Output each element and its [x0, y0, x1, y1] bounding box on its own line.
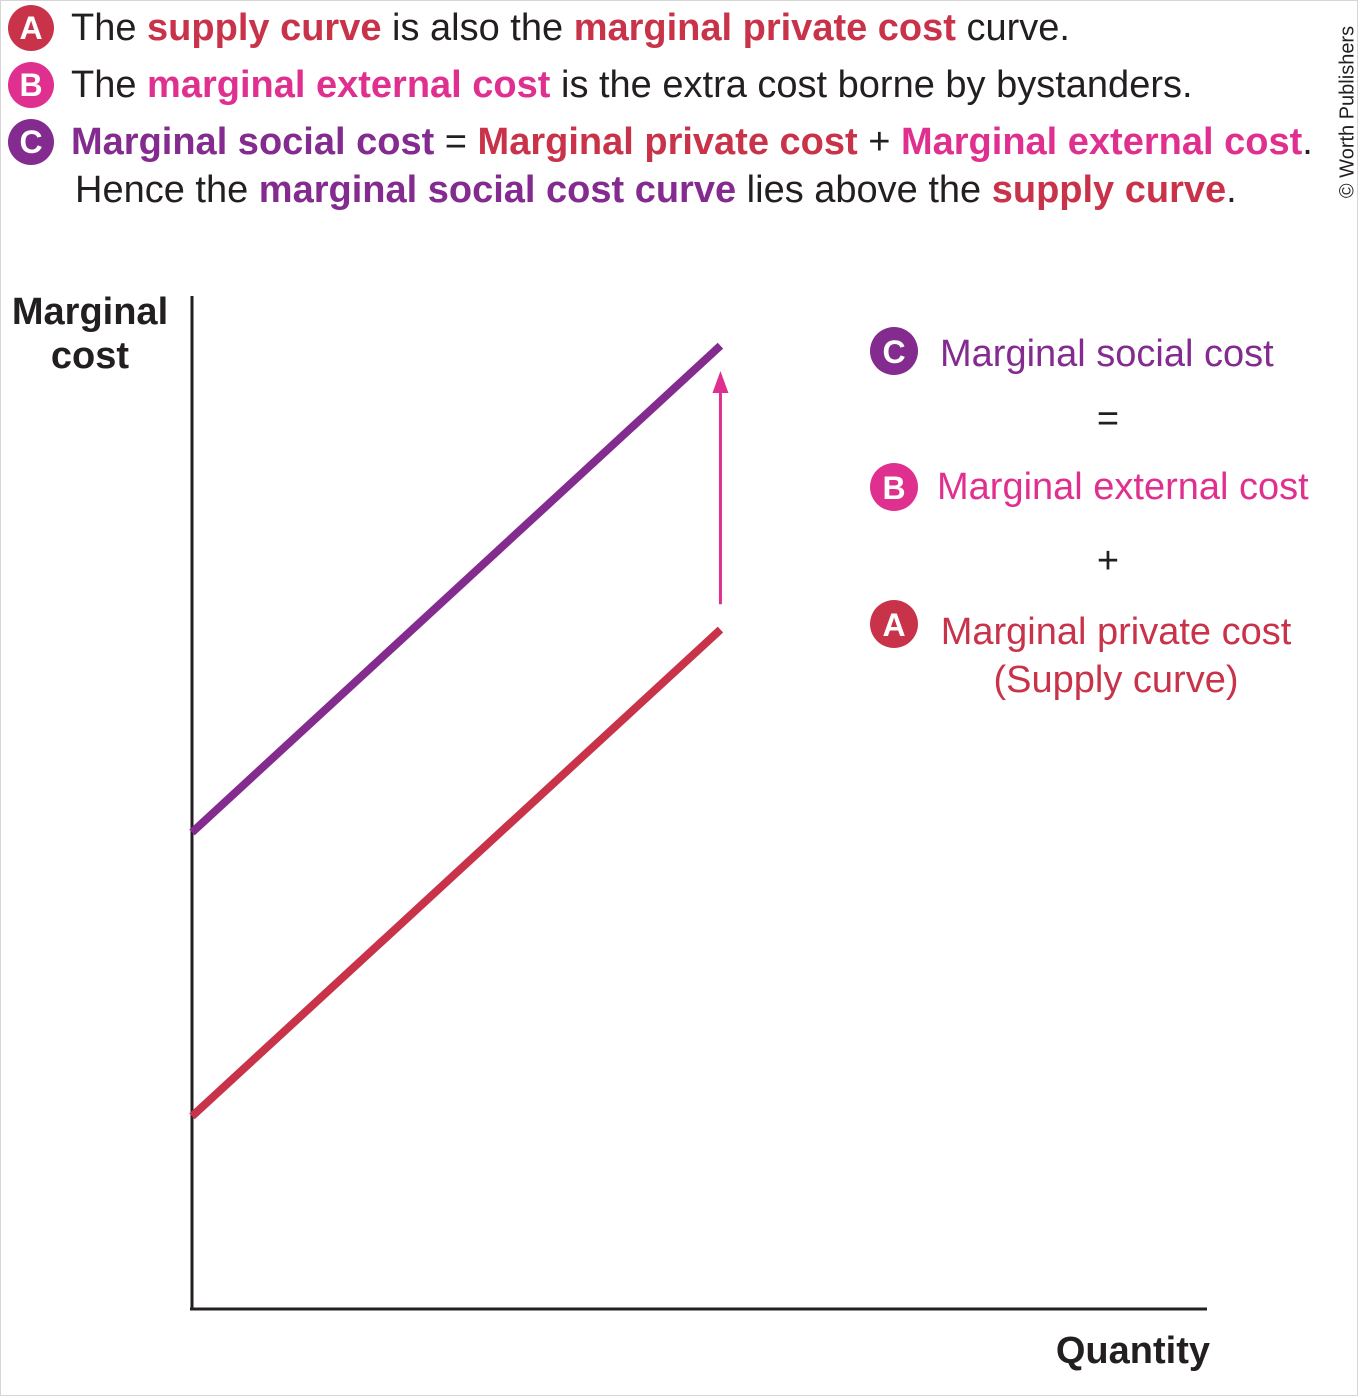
supply-curve-label: (Supply curve)	[994, 659, 1239, 701]
note-highlight-b: marginal external cost	[147, 63, 551, 106]
note-highlight-c: marginal social cost curve	[258, 168, 737, 211]
equals-sign: =	[1097, 398, 1119, 440]
external-cost-arrowhead	[712, 371, 729, 394]
note-highlight-b: Marginal external cost	[900, 120, 1303, 163]
note-text-segment: The	[71, 6, 148, 49]
y-axis-label-line1: Marginal	[12, 291, 168, 333]
note-text-segment: curve.	[955, 6, 1070, 49]
badge-c-letter: C	[882, 334, 905, 370]
badge-c-circle	[870, 327, 918, 375]
note-text-segment: The	[71, 63, 148, 106]
badge-a-letter: A	[882, 607, 905, 643]
marginal-social-cost-label: Marginal social cost	[940, 333, 1274, 375]
note-text: Marginal social cost = Marginal private …	[71, 121, 1313, 164]
note-text: Hence the marginal social cost curve lie…	[75, 169, 1237, 212]
note-line-4: Hence the marginal social cost curve lie…	[0, 165, 1237, 215]
badge-a: A	[8, 5, 54, 51]
plus-sign: +	[1097, 540, 1119, 582]
note-highlight-a: supply curve	[147, 6, 382, 49]
marginal-private-cost-label: Marginal private cost	[941, 611, 1292, 653]
note-highlight-a: supply curve	[991, 168, 1227, 211]
note-text-segment: .	[1226, 168, 1237, 211]
note-line-3: C Marginal social cost = Marginal private…	[0, 117, 1313, 167]
marginal-social-cost-line	[189, 342, 724, 836]
note-text-segment: is the extra cost borne by bystanders.	[550, 63, 1193, 106]
note-text: The supply curve is also the marginal pr…	[71, 7, 1070, 50]
note-text-segment: lies above the	[736, 168, 992, 211]
note-line-2: B The marginal external cost is the extra…	[0, 60, 1193, 110]
x-axis-label: Quantity	[1056, 1330, 1210, 1372]
note-text-segment: +	[857, 120, 901, 163]
marginal-external-cost-label: Marginal external cost	[937, 466, 1309, 508]
note-line-1: A The supply curve is also the marginal p…	[0, 3, 1070, 53]
note-text-segment: =	[434, 120, 478, 163]
badge-a-circle	[870, 600, 918, 648]
note-highlight-a: Marginal private cost	[477, 120, 858, 163]
badge-c: C	[8, 119, 54, 165]
note-highlight-c: Marginal social cost	[71, 120, 435, 163]
note-text-segment: Hence the	[75, 168, 259, 211]
badge-b-circle	[870, 463, 918, 511]
badge-b-letter: B	[882, 470, 905, 506]
note-highlight-a: marginal private cost	[573, 6, 956, 49]
note-text-segment: .	[1302, 120, 1313, 163]
y-axis-label-line2: cost	[51, 335, 129, 377]
note-text-segment: is also the	[381, 6, 574, 49]
marginal-private-cost-line	[189, 626, 724, 1120]
note-text: The marginal external cost is the extra …	[71, 64, 1193, 107]
badge-b: B	[8, 62, 54, 108]
